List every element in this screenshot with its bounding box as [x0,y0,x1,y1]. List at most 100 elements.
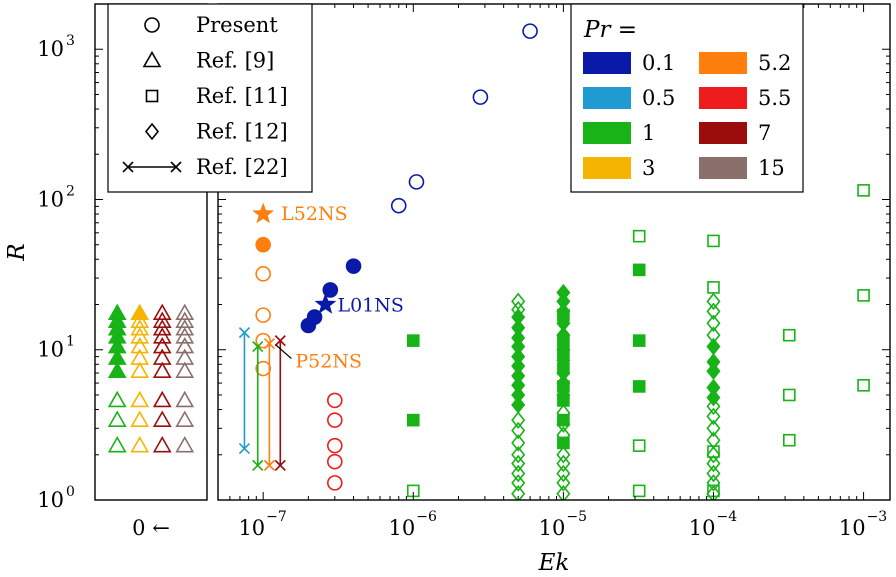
legend-x-marker [122,161,134,173]
data-point-diamond-open [706,292,721,311]
data-point-diamond-open [706,314,721,333]
data-point-square-filled [632,263,646,277]
data-point-circle-filled [345,258,362,274]
data-point-diamond-open [706,464,721,483]
data-point-circle-open [472,89,489,105]
data-point-triangle-open [130,336,150,354]
y-tick-exponent: 3 [66,33,75,49]
data-point-triangle-open [175,410,195,427]
y-tick-label: 10 [37,338,64,362]
legend-marker-circle [144,17,160,33]
data-point-diamond-open [706,302,721,321]
data-point-square-open [782,388,796,402]
data-point-triangle-open [130,410,150,427]
data-point-diamond-open [706,419,721,438]
y-tick-label: 10 [37,37,64,61]
y-tick-exponent: 1 [66,334,75,350]
axes-layer: 10 010 110 210 310 −7 10 −6 10 −5 10 −4 10 −30 ←EkR [4,3,891,576]
data-point-x-marker [252,459,264,471]
data-point-square-open [857,378,870,392]
data-point-circle-open [390,197,407,214]
data-point-star-filled [252,202,275,224]
data-point-diamond-open [511,421,526,440]
data-point-x-marker [252,340,264,353]
data-point-triangle-open [130,327,150,344]
data-point-diamond-open [706,484,721,500]
x-tick-exponent: −3 [867,509,888,525]
y-tick-exponent: 2 [66,183,75,199]
data-point-diamond-filled [556,374,571,392]
data-point-x-marker [263,459,275,471]
zero-panel-data [107,303,195,453]
data-point-triangle-filled [107,361,127,378]
data-point-triangle-open [130,348,150,365]
y-tick-exponent: 0 [66,484,75,500]
data-point-circle-open [255,307,271,323]
data-point-circle-open [326,475,343,491]
data-point-diamond-open [556,484,571,500]
data-point-x-marker [274,335,286,347]
data-point-diamond-open [556,454,571,473]
data-point-diamond-open [556,464,571,483]
data-point-x-marker-stroke-b [274,459,286,471]
data-point-square-filled [406,334,420,347]
data-point-diamond-filled [556,283,571,302]
pr-legend-swatch [699,157,747,179]
data-point-square-open [632,229,646,243]
pr-legend-label: 5.2 [758,51,791,75]
data-point-diamond-filled [556,340,571,359]
marker-legend-box [107,3,313,193]
data-point-diamond-filled [556,326,571,344]
data-point-triangle-open [175,303,195,321]
data-point-diamond-filled [556,386,571,404]
data-point-x-marker-stroke-b [263,459,275,471]
data-point-triangle-open [175,390,195,408]
data-point-triangle-open [152,327,172,344]
data-point-x-marker-stroke-b [263,337,275,350]
data-point-x-marker-stroke-b [274,335,286,347]
data-point-diamond-open [706,454,721,473]
data-point-triangle-open [175,361,195,378]
data-point-triangle-open [130,436,150,453]
data-point-diamond-filled [706,378,721,397]
legend-marker-square [145,89,159,103]
data-point-diamond-filled [556,302,571,321]
data-point-diamond-open [511,484,526,500]
data-point-star-filled [314,293,337,314]
annotation-label: L52NS [281,203,347,225]
data-point-circle-open [408,174,425,190]
main-panel-frame [217,3,891,501]
data-point-diamond-open [511,300,526,319]
legend-marker-label: Ref. [22] [196,155,288,179]
data-point-circle-open [326,437,343,454]
data-point-diamond-filled [511,367,526,385]
data-point-diamond-open [511,474,526,492]
annotation-label: L01NS [337,295,403,317]
data-point-x-marker [263,337,275,350]
data-point-circle-open [522,23,538,39]
data-point-triangle-open [175,327,195,344]
legend-layer: Present Ref. [9] Ref. [11] Ref. [12] Ref. [2… [107,3,804,193]
data-point-triangle-open [152,390,172,408]
data-point-triangle-open [107,410,127,427]
data-point-x-marker-stroke-b [252,459,264,471]
data-point-circle-filled [322,282,339,298]
data-point-diamond-open [706,326,721,344]
data-point-diamond-filled [511,376,526,395]
data-point-triangle-open [175,436,195,453]
data-point-diamond-filled [706,337,721,356]
data-layer: L52NS L01NS P52NS [107,23,870,500]
data-point-triangle-open [152,348,172,365]
legend-marker-label: Ref. [9] [196,49,274,73]
pr-legend-label: 1 [642,121,655,145]
data-point-diamond-filled [511,386,526,404]
pr-legend-swatch [699,52,747,74]
data-point-x-marker-stroke-b [252,340,264,353]
data-point-triangle-open [107,390,127,408]
data-point-triangle-open [130,390,150,408]
data-point-x-marker-stroke-b [238,327,250,339]
data-point-x-marker [238,327,250,339]
data-point-triangle-open [152,336,172,354]
data-point-square-open [857,289,870,302]
data-point-square-open [707,234,720,248]
